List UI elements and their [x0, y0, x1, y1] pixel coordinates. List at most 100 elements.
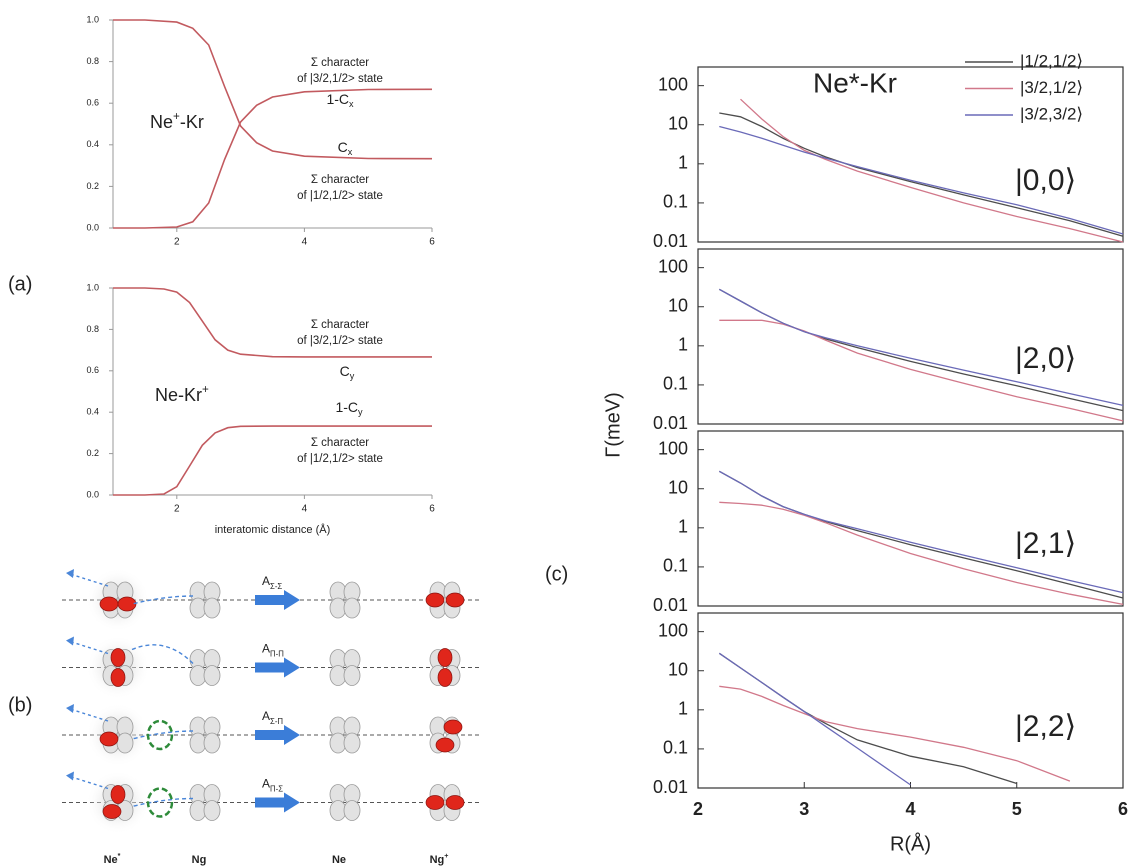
species-label: Ne+-Kr [150, 110, 204, 132]
x-tick-label: 2 [693, 799, 703, 819]
state-label: |2,0⟩ [1015, 342, 1076, 375]
glow [86, 568, 150, 632]
transition-label-part: Π-Σ [270, 784, 283, 793]
orbital [344, 733, 360, 753]
transition-label-part: Σ-Π [270, 717, 283, 726]
transition-label: AΠ-Σ [262, 777, 283, 793]
y-tick-label: 0.0 [86, 222, 99, 232]
orbital-red [426, 593, 444, 607]
orbital-red [100, 732, 118, 746]
orbital-red [111, 669, 125, 687]
arrow-head [66, 704, 74, 713]
series-line [719, 653, 1017, 783]
annotation: of |3/2,1/2> state [297, 73, 383, 85]
y-tick-label: 0.2 [86, 181, 99, 191]
species-label-part: Ne-Kr [155, 385, 202, 405]
y-tick-label: 0.4 [86, 407, 99, 417]
y-tick-label: 0.1 [663, 374, 688, 394]
glow [86, 703, 150, 767]
orbital-red [438, 669, 452, 687]
atom-label-part: Ng [430, 854, 445, 866]
atom-label: Ng [192, 854, 207, 866]
transition-label-part: A [262, 642, 270, 656]
x-tick-label: 2 [174, 237, 180, 248]
y-tick-label: 1.0 [86, 282, 99, 292]
curve-label-part: x [348, 147, 353, 157]
y-tick-label: 100 [658, 74, 688, 94]
transition-label-part: A [262, 574, 270, 588]
annotation: Σ character [311, 319, 369, 331]
transition-arrow [255, 793, 300, 813]
atom-label-part: * [118, 852, 121, 860]
curve-label: 1-Cx [326, 91, 354, 110]
panel-label: (b) [8, 694, 32, 716]
x-tick-label: 5 [1012, 799, 1022, 819]
atom-label: Ng+ [430, 852, 449, 866]
atom-label: Ne* [104, 852, 121, 866]
orbital [204, 733, 220, 753]
annotation: of |3/2,1/2> state [297, 335, 383, 347]
atom-label: Ne [332, 854, 346, 866]
orbital [344, 666, 360, 686]
state-label: |2,1⟩ [1015, 527, 1076, 560]
orbital-red [118, 597, 136, 611]
glow [86, 636, 150, 700]
annotation: of |1/2,1/2> state [297, 453, 383, 465]
curve-label-part: y [350, 371, 355, 381]
x-tick-label: 3 [799, 799, 809, 819]
transition-label: AΣ-Σ [262, 574, 282, 590]
curve-label: Cy [340, 363, 355, 382]
y-tick-label: 1 [678, 699, 688, 719]
orbital-red [438, 649, 452, 667]
orbital-red [436, 738, 454, 752]
legend-label: |3/2,3/2⟩ [1020, 104, 1083, 123]
y-tick-label: 1 [678, 335, 688, 355]
legend-label: |3/2,1/2⟩ [1020, 78, 1083, 97]
chart-title: Ne*-Kr [813, 67, 897, 98]
curve-label-part: x [349, 99, 354, 109]
series-line [719, 653, 910, 785]
y-tick-label: 1.0 [86, 14, 99, 24]
annotation: of |1/2,1/2> state [297, 190, 383, 202]
atom-label-part: Ne [104, 854, 118, 866]
orbital-red [100, 597, 118, 611]
y-tick-label: 0.6 [86, 365, 99, 375]
plot-frame [698, 249, 1123, 424]
orbital-red [446, 593, 464, 607]
plot-frame [698, 431, 1123, 606]
orbital [204, 598, 220, 618]
curve-label-part: 1-C [335, 399, 358, 415]
orbital [204, 666, 220, 686]
y-tick-label: 0.01 [653, 231, 688, 251]
orbital-red [444, 720, 462, 734]
y-tick-label: 0.1 [663, 738, 688, 758]
y-tick-label: 1 [678, 517, 688, 537]
x-tick-label: 6 [1118, 799, 1128, 819]
atom-label-part: Ne [332, 854, 346, 866]
state-label: |0,0⟩ [1015, 164, 1076, 197]
state-label: |2,2⟩ [1015, 710, 1076, 743]
y-tick-label: 10 [668, 477, 688, 497]
x-axis-label: R(Å) [890, 832, 931, 855]
orbital-red [446, 796, 464, 810]
annotation: Σ character [311, 174, 369, 186]
orbital [344, 598, 360, 618]
orbital [204, 801, 220, 821]
x-tick-label: 6 [429, 237, 435, 248]
x-tick-label: 4 [302, 237, 308, 248]
y-tick-label: 0.01 [653, 777, 688, 797]
transition-label: AΣ-Π [262, 709, 283, 725]
y-axis-label: Γ(meV) [602, 392, 624, 457]
orbital-red [426, 796, 444, 810]
y-tick-label: 100 [658, 620, 688, 640]
species-label-part: -Kr [180, 112, 204, 132]
annotation: Σ character [311, 437, 369, 449]
x-axis-label: interatomic distance (Å) [215, 523, 331, 536]
plot-frame [698, 613, 1123, 788]
x-tick-label: 4 [905, 799, 915, 819]
orbital-red [103, 805, 121, 819]
transition-label-part: Σ-Σ [270, 582, 282, 591]
curve-label-part: C [338, 139, 348, 155]
arrow-head [66, 569, 74, 578]
y-tick-label: 10 [668, 295, 688, 315]
